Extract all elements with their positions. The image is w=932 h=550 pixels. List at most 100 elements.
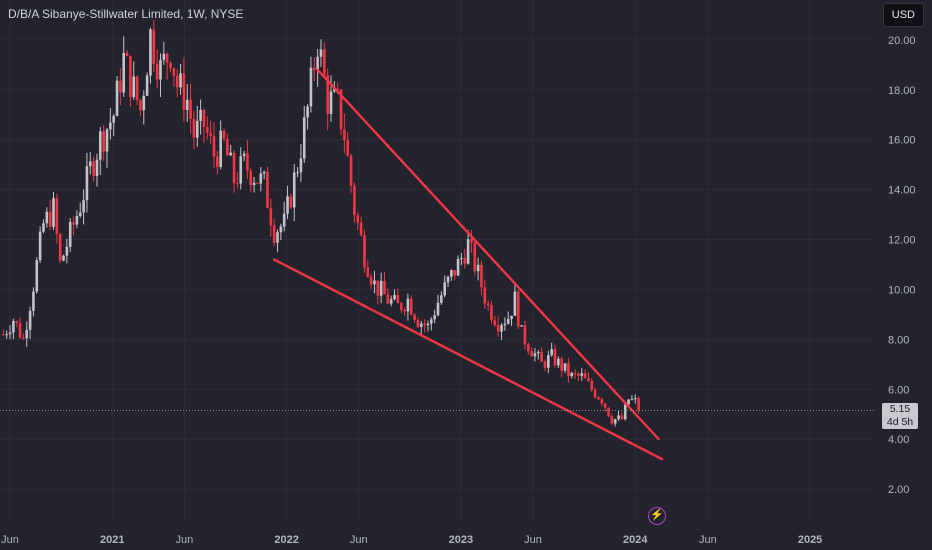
candle-body <box>356 215 360 223</box>
candle-body <box>199 109 202 121</box>
candle-body <box>272 225 276 243</box>
candle-body <box>165 53 169 63</box>
candle-body <box>38 231 42 261</box>
candle-body <box>172 68 176 76</box>
candle-body <box>296 172 299 174</box>
candle-body <box>216 156 219 168</box>
currency-button[interactable]: USD <box>882 3 924 27</box>
candle-body <box>436 302 440 316</box>
candle-body <box>249 170 253 186</box>
candle-body <box>510 315 513 319</box>
candle-body <box>205 126 209 133</box>
x-tick-label: 2022 <box>274 534 298 546</box>
candle-body <box>440 295 443 303</box>
candle-body <box>359 222 363 236</box>
grid-lines <box>0 0 876 524</box>
candle-body <box>419 323 423 328</box>
candle-body <box>292 172 296 208</box>
candle-body <box>42 223 45 232</box>
candle-body <box>336 88 339 90</box>
candle-body <box>399 303 403 310</box>
candle-body <box>82 200 85 213</box>
candle-body <box>406 298 410 312</box>
candle-body <box>637 398 640 411</box>
candle-body <box>185 99 189 110</box>
candle-body <box>607 407 610 417</box>
candle-body <box>530 351 533 357</box>
trendline-lower[interactable] <box>272 258 664 461</box>
candle-body <box>239 156 243 184</box>
candle-body <box>373 280 376 285</box>
candle-body <box>269 208 273 226</box>
candle-body <box>610 416 614 424</box>
candle-body <box>567 363 570 377</box>
candle-body <box>95 159 99 176</box>
candle-body <box>312 67 316 71</box>
candle-body <box>516 291 520 327</box>
trendline-upper[interactable] <box>316 68 660 441</box>
candle-body <box>500 325 503 332</box>
candle-body <box>132 76 136 98</box>
candle-body <box>600 399 604 404</box>
candle-body <box>353 185 356 216</box>
x-tick-label: Jun <box>524 534 542 546</box>
candle-body <box>262 171 266 174</box>
candle-body <box>613 419 617 424</box>
candle-body <box>75 216 79 225</box>
candle-body <box>195 120 199 138</box>
candle-body <box>386 294 390 304</box>
candle-body <box>112 115 115 123</box>
candle-body <box>226 138 229 156</box>
candle-body <box>266 171 269 209</box>
candle-body <box>389 299 393 304</box>
candle-body <box>286 196 289 214</box>
candle-body <box>152 29 156 64</box>
candle-body <box>242 153 246 157</box>
candle-body <box>560 358 564 371</box>
candle-body <box>533 353 537 357</box>
trendlines[interactable] <box>272 68 664 461</box>
candle-body <box>276 232 279 243</box>
candle-body <box>453 270 457 276</box>
candle-body <box>236 183 239 185</box>
candle-body <box>426 323 430 326</box>
candle-body <box>189 99 192 119</box>
candle-body <box>580 373 584 376</box>
candle-body <box>48 211 52 227</box>
candle-body <box>396 294 400 304</box>
candle-body <box>369 276 373 285</box>
candle-body <box>563 363 567 371</box>
candle-body <box>366 267 370 277</box>
candle-body <box>446 276 450 283</box>
candle-body <box>122 52 126 93</box>
candle-body <box>363 235 366 268</box>
candle-body <box>526 344 530 352</box>
lightning-icon[interactable]: ⚡ <box>648 507 666 525</box>
candle-body <box>480 264 483 288</box>
candle-body <box>409 298 413 315</box>
candle-body <box>490 305 493 321</box>
candle-body <box>466 239 470 264</box>
chart-title: D/B/A Sibanye-Stillwater Limited, 1W, NY… <box>8 7 244 21</box>
candle-body <box>597 397 600 400</box>
candle-body <box>139 100 142 111</box>
candle-body <box>35 260 39 292</box>
candle-body <box>182 73 186 110</box>
candle-body <box>570 372 574 377</box>
candle-body <box>590 381 594 390</box>
y-tick-label: 8.00 <box>888 334 909 346</box>
candle-body <box>252 182 256 186</box>
candle-body <box>68 222 72 247</box>
candle-body <box>383 280 386 295</box>
candle-body <box>547 355 550 368</box>
y-tick-label: 14.00 <box>888 185 916 197</box>
candle-body <box>5 334 8 336</box>
candle-body <box>222 130 226 139</box>
candle-body <box>28 310 32 330</box>
candle-body <box>85 166 89 201</box>
candle-body <box>523 325 527 345</box>
candle-body <box>503 323 507 326</box>
candle-body <box>543 361 547 368</box>
candle-body <box>630 398 634 400</box>
